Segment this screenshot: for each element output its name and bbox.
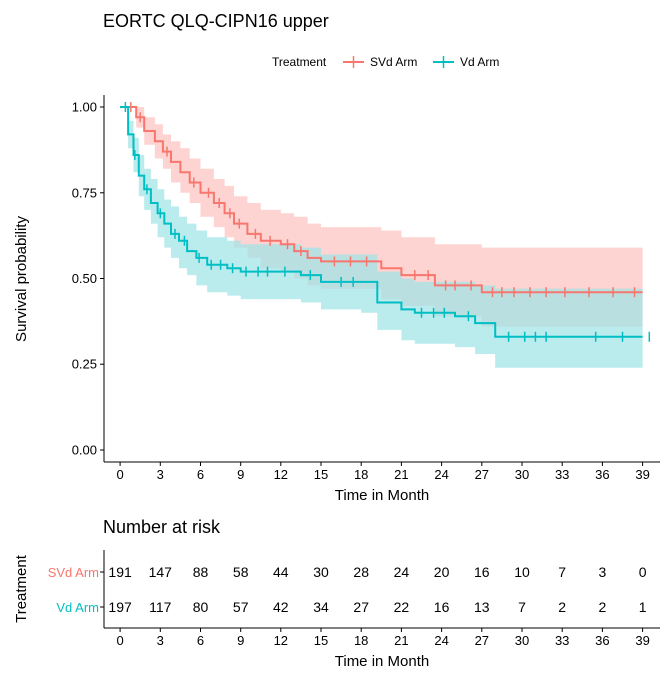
ci-band-svd [120,107,643,327]
risk-cell: 28 [353,564,369,580]
risk-cell: 58 [233,564,249,580]
risk-cell: 27 [353,599,369,615]
risk-cell: 88 [193,564,209,580]
risk-cell: 34 [313,599,329,615]
x-tick-label: 21 [394,633,408,648]
censor-marks [124,102,651,342]
x-tick-label: 0 [116,633,123,648]
risk-cell: 57 [233,599,249,615]
y-tick-label: 0.50 [72,271,97,286]
risk-cell: 20 [434,564,450,580]
x-tick-label: 24 [434,467,448,482]
risk-table: Number at risk SVd Arm 191 147 88 58 44 30 28 24… [13,517,660,670]
risk-cell: 2 [599,599,607,615]
x-tick-label: 24 [434,633,448,648]
x-tick-label: 15 [314,633,328,648]
survival-curves [120,106,643,338]
risk-cell: 0 [639,564,647,580]
x-tick-label: 30 [515,467,529,482]
survival-curve-vd [120,106,643,338]
y-tick-label: 0.00 [72,443,97,458]
risk-cell: 44 [273,564,289,580]
x-axis-ticks: 0 3 6 9 12 15 18 21 24 27 30 33 36 39 [116,462,650,482]
risk-cell: 16 [474,564,490,580]
legend-label-vd: Vd Arm [460,55,499,69]
ci-band-vd [120,107,643,368]
x-tick-label: 15 [314,467,328,482]
risk-cell: 10 [514,564,530,580]
x-tick-label: 6 [197,467,204,482]
risk-table-title: Number at risk [103,517,221,537]
legend-label-svd: SVd Arm [370,55,417,69]
risk-cell: 80 [193,599,209,615]
risk-cell: 24 [394,564,410,580]
risk-cell: 30 [313,564,329,580]
legend-title: Treatment [272,55,327,69]
km-plot: 0.000.250.500.751.00 0 3 6 9 12 15 18 21 24 27 30 3… [13,95,660,504]
x-tick-label: 18 [354,467,368,482]
x-tick-label: 27 [475,467,489,482]
risk-cell: 3 [599,564,607,580]
x-tick-label: 3 [157,633,164,648]
risk-cell: 147 [149,564,173,580]
x-tick-label: 36 [595,633,609,648]
risk-x-axis-ticks: 0 3 6 9 12 15 18 21 24 27 30 33 36 39 [116,628,650,648]
legend: Treatment SVd Arm Vd Arm [272,55,499,69]
risk-cell: 191 [108,564,132,580]
risk-cell: 117 [149,599,172,615]
risk-cell: 16 [434,599,450,615]
risk-cell: 7 [558,564,566,580]
risk-table-rows: SVd Arm 191 147 88 58 44 30 28 24 20 16 10 7 3 0Vd Arm… [48,564,647,615]
x-tick-label: 6 [197,633,204,648]
risk-cell: 13 [474,599,490,615]
ci-bands [120,107,643,368]
x-tick-label: 18 [354,633,368,648]
x-tick-label: 33 [555,467,569,482]
risk-cell: 197 [108,599,132,615]
x-tick-label: 21 [394,467,408,482]
risk-cell: 42 [273,599,289,615]
legend-item-vd: Vd Arm [433,55,499,69]
y-axis-ticks: 0.00 0.25 0.50 0.75 1.00 [72,100,104,458]
x-tick-label: 9 [237,467,244,482]
x-tick-label: 36 [595,467,609,482]
risk-row-label-svd: SVd Arm [48,565,99,580]
risk-y-axis-label: Treatment [13,554,30,623]
survival-curve-svd [120,106,643,294]
y-axis-label: Survival probability [13,216,30,342]
risk-row-label-vd: Vd Arm [56,600,99,615]
x-tick-label: 27 [475,633,489,648]
risk-cell: 7 [518,599,526,615]
y-tick-label: 0.75 [72,185,97,200]
risk-cell: 22 [394,599,410,615]
y-tick-label: 1.00 [72,100,97,115]
y-tick-label: 0.25 [72,357,97,372]
x-tick-label: 39 [635,633,649,648]
x-tick-label: 9 [237,633,244,648]
x-axis-label: Time in Month [335,487,429,504]
risk-cell: 2 [558,599,566,615]
x-tick-label: 0 [116,467,123,482]
risk-cell: 1 [639,599,647,615]
x-tick-label: 12 [274,633,288,648]
x-tick-label: 39 [635,467,649,482]
x-tick-label: 12 [274,467,288,482]
x-tick-label: 3 [157,467,164,482]
x-tick-label: 33 [555,633,569,648]
chart-title: EORTC QLQ-CIPN16 upper [103,11,329,31]
legend-item-svd: SVd Arm [343,55,417,69]
risk-x-axis-label: Time in Month [335,653,429,670]
x-tick-label: 30 [515,633,529,648]
